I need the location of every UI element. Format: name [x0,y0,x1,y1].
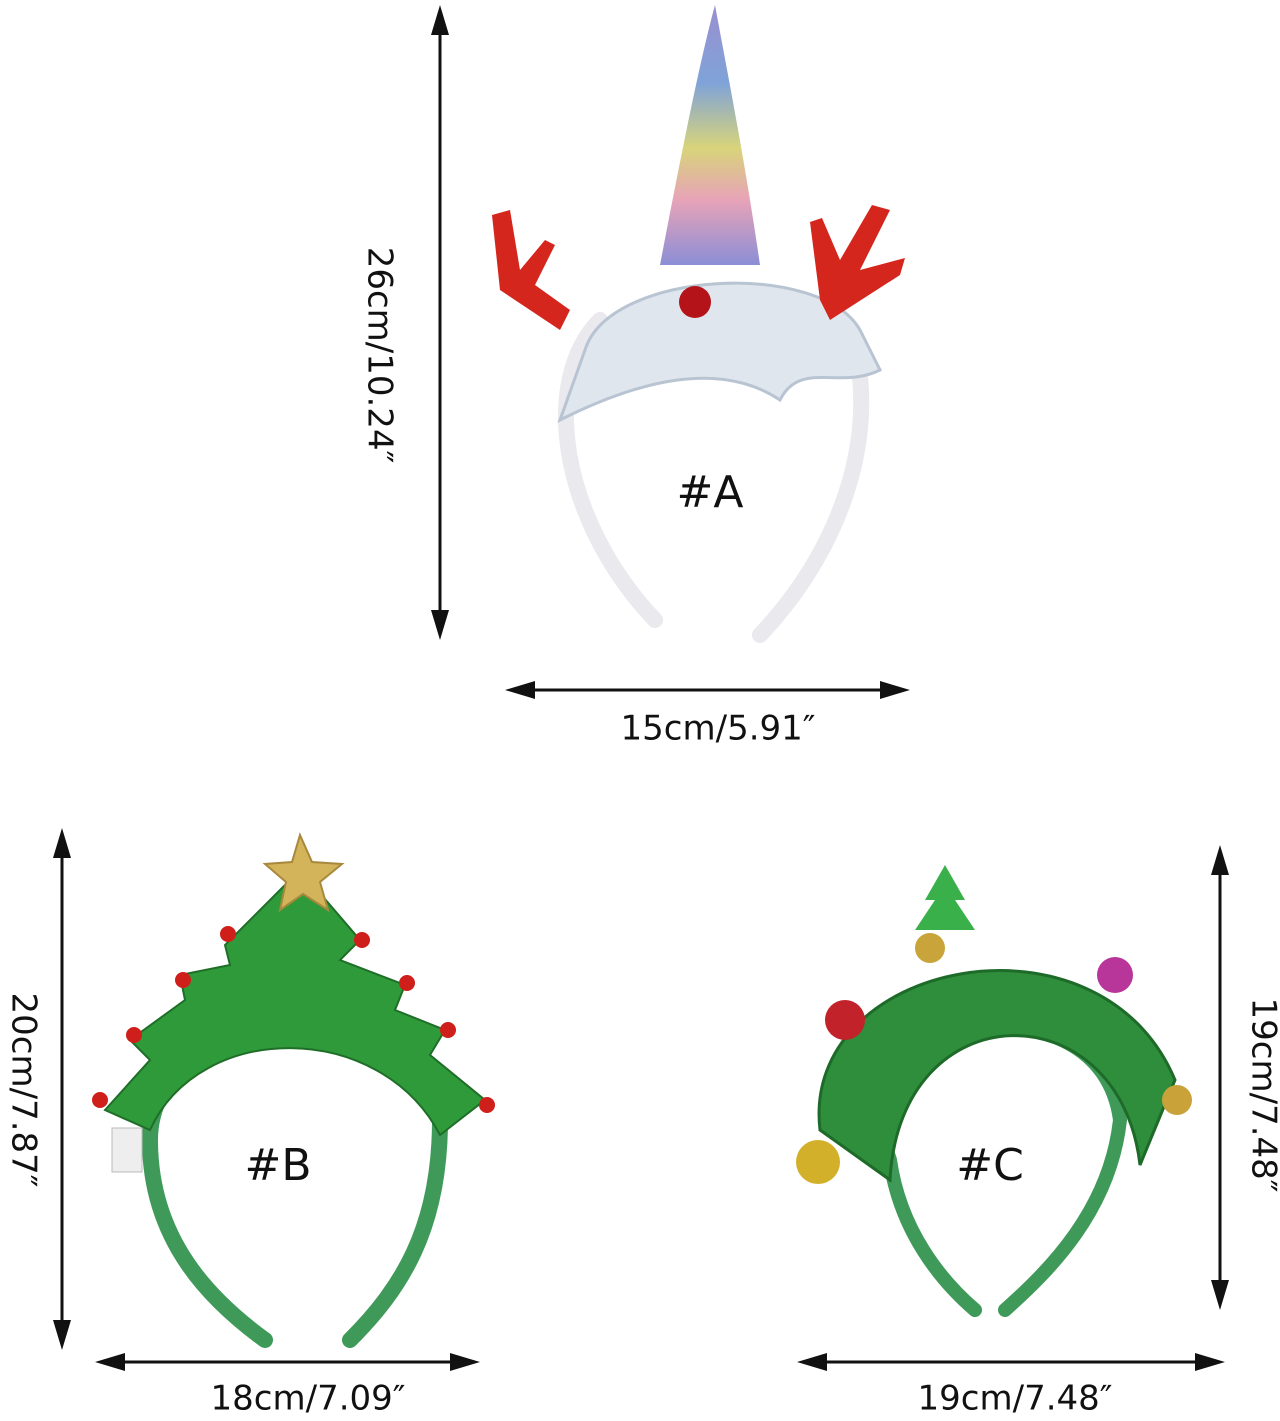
width-label: 18cm/7.09″ [211,1379,406,1419]
headband-a [492,5,905,643]
dimension-arrows [53,5,1229,1371]
headband-c [796,865,1192,1317]
item-label: #C [956,1140,1024,1191]
width-label: 19cm/7.48″ [918,1379,1113,1419]
width-label: 15cm/5.91″ [621,709,816,749]
headband-b [92,832,495,1348]
height-label: 26cm/10.24″ [360,247,400,464]
height-label: 20cm/7.87″ [4,993,44,1188]
item-label: #B [244,1140,311,1191]
item-label: #A [677,467,744,518]
height-label: 19cm/7.48″ [1244,998,1280,1193]
